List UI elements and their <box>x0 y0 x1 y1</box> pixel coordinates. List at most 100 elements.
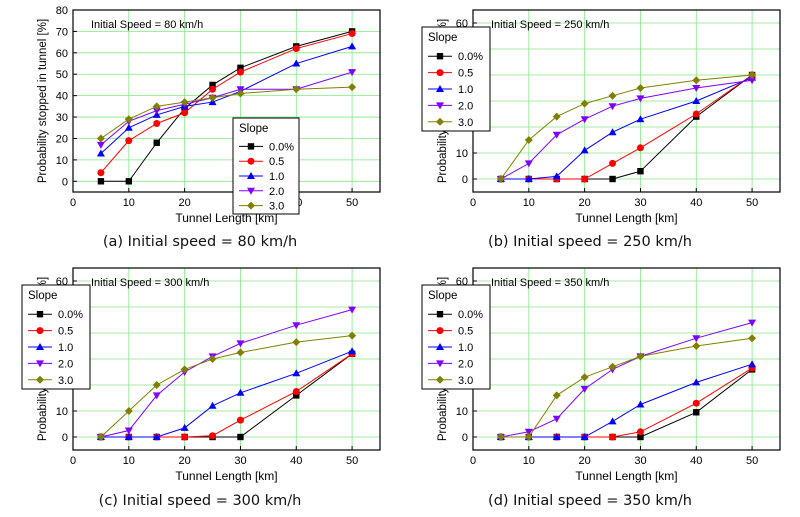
data-point <box>124 433 133 440</box>
chart-panel-d: 010203040500102030405060Tunnel Length [k… <box>421 267 781 483</box>
data-point <box>237 64 244 72</box>
x-tick-label: 30 <box>634 455 646 467</box>
x-axis-label: Tunnel Length [km] <box>575 211 677 225</box>
legend-entry: 1.0 <box>428 84 473 96</box>
legend-title: Slope <box>239 123 268 135</box>
data-point <box>580 99 589 108</box>
series-30 <box>496 334 757 441</box>
legend-marker <box>36 375 44 384</box>
x-tick-label: 0 <box>470 455 476 467</box>
x-tick-label: 0 <box>70 197 76 209</box>
speed-annotation: Initial Speed = 80 km/h <box>91 19 203 31</box>
data-point <box>96 433 105 441</box>
data-point <box>581 175 589 183</box>
legend-entry: 2.0 <box>28 358 73 370</box>
data-point <box>608 128 617 136</box>
data-point <box>209 81 216 89</box>
x-tick-label: 20 <box>579 455 591 467</box>
legend-entry: 0.0% <box>428 51 483 63</box>
data-point <box>524 160 533 168</box>
data-point <box>496 433 505 441</box>
legend-label: 0.5 <box>458 68 473 80</box>
data-point <box>524 136 533 144</box>
data-point <box>692 399 700 407</box>
data-point <box>636 95 645 103</box>
legend-marker <box>436 375 444 384</box>
data-point <box>152 102 161 111</box>
legend-title: Slope <box>428 32 457 44</box>
data-point <box>637 168 644 175</box>
data-point <box>637 433 644 441</box>
x-tick-label: 50 <box>346 197 358 209</box>
legend-entry: 2.0 <box>428 100 473 112</box>
series-30 <box>496 71 757 183</box>
data-point <box>125 178 133 185</box>
data-point <box>292 338 301 347</box>
legend-label: 0.0% <box>58 309 83 321</box>
data-point <box>152 433 161 440</box>
legend-label: 0.5 <box>458 326 473 338</box>
series-line <box>100 71 353 146</box>
x-tick-label: 30 <box>634 197 646 209</box>
y-tick-label: 0 <box>462 174 468 186</box>
legend-label: 3.0 <box>58 375 73 387</box>
data-point <box>552 433 561 440</box>
data-point <box>580 373 589 382</box>
legend-marker <box>36 360 44 368</box>
x-tick-label: 0 <box>470 197 476 209</box>
legend-entry: 0.0% <box>28 309 83 321</box>
legend-entry: 3.0 <box>239 201 284 213</box>
x-tick-label: 50 <box>346 455 358 467</box>
data-point <box>181 433 189 441</box>
x-tick-label: 20 <box>579 197 591 209</box>
caption-a: (a) Initial speed = 80 km/h <box>102 234 298 250</box>
data-point <box>152 392 161 400</box>
data-point <box>124 115 133 124</box>
legend-label: 1.0 <box>269 171 284 183</box>
data-point <box>496 175 505 183</box>
data-point <box>152 107 161 115</box>
data-point <box>552 131 561 139</box>
legend-label: 3.0 <box>269 201 284 213</box>
data-point <box>348 306 357 314</box>
legend-box <box>421 26 491 132</box>
speed-annotation: Initial Speed = 350 km/h <box>491 277 609 289</box>
x-axis-label: Tunnel Length [km] <box>175 469 277 483</box>
legend-title: Slope <box>428 290 457 302</box>
data-point <box>237 433 244 441</box>
legend-marker <box>436 311 444 318</box>
legend-entry: 3.0 <box>428 117 473 129</box>
data-point <box>293 392 300 399</box>
x-tick-label: 50 <box>746 455 758 467</box>
data-point <box>292 322 301 330</box>
data-point <box>524 433 533 441</box>
data-point <box>524 175 533 182</box>
y-tick-label: 10 <box>56 406 68 418</box>
chart-panel-a: 0102030405001020304050607080Tunnel Lengt… <box>37 5 381 225</box>
x-axis-label: Tunnel Length [km] <box>575 469 677 483</box>
legend-marker <box>436 117 444 126</box>
data-point <box>692 335 701 343</box>
data-point <box>608 91 617 100</box>
x-tick-label: 20 <box>179 455 191 467</box>
series-line <box>100 335 353 438</box>
legend-marker <box>247 157 255 165</box>
data-point <box>693 409 700 416</box>
legend-entry: 0.5 <box>428 326 473 338</box>
legend-marker <box>247 187 255 195</box>
data-point <box>124 427 133 435</box>
data-point <box>209 85 217 93</box>
y-tick-label: 70 <box>56 26 68 38</box>
data-point <box>236 416 244 424</box>
series-line <box>100 350 353 438</box>
data-point <box>96 134 105 143</box>
y-tick-label: 10 <box>456 406 468 418</box>
y-tick-label: 0 <box>462 432 468 444</box>
data-point <box>748 71 757 79</box>
legend-entry: 1.0 <box>428 342 473 354</box>
legend-marker <box>36 327 44 335</box>
legend-label: 2.0 <box>269 186 284 198</box>
data-point <box>580 385 589 393</box>
series-30 <box>96 331 357 441</box>
